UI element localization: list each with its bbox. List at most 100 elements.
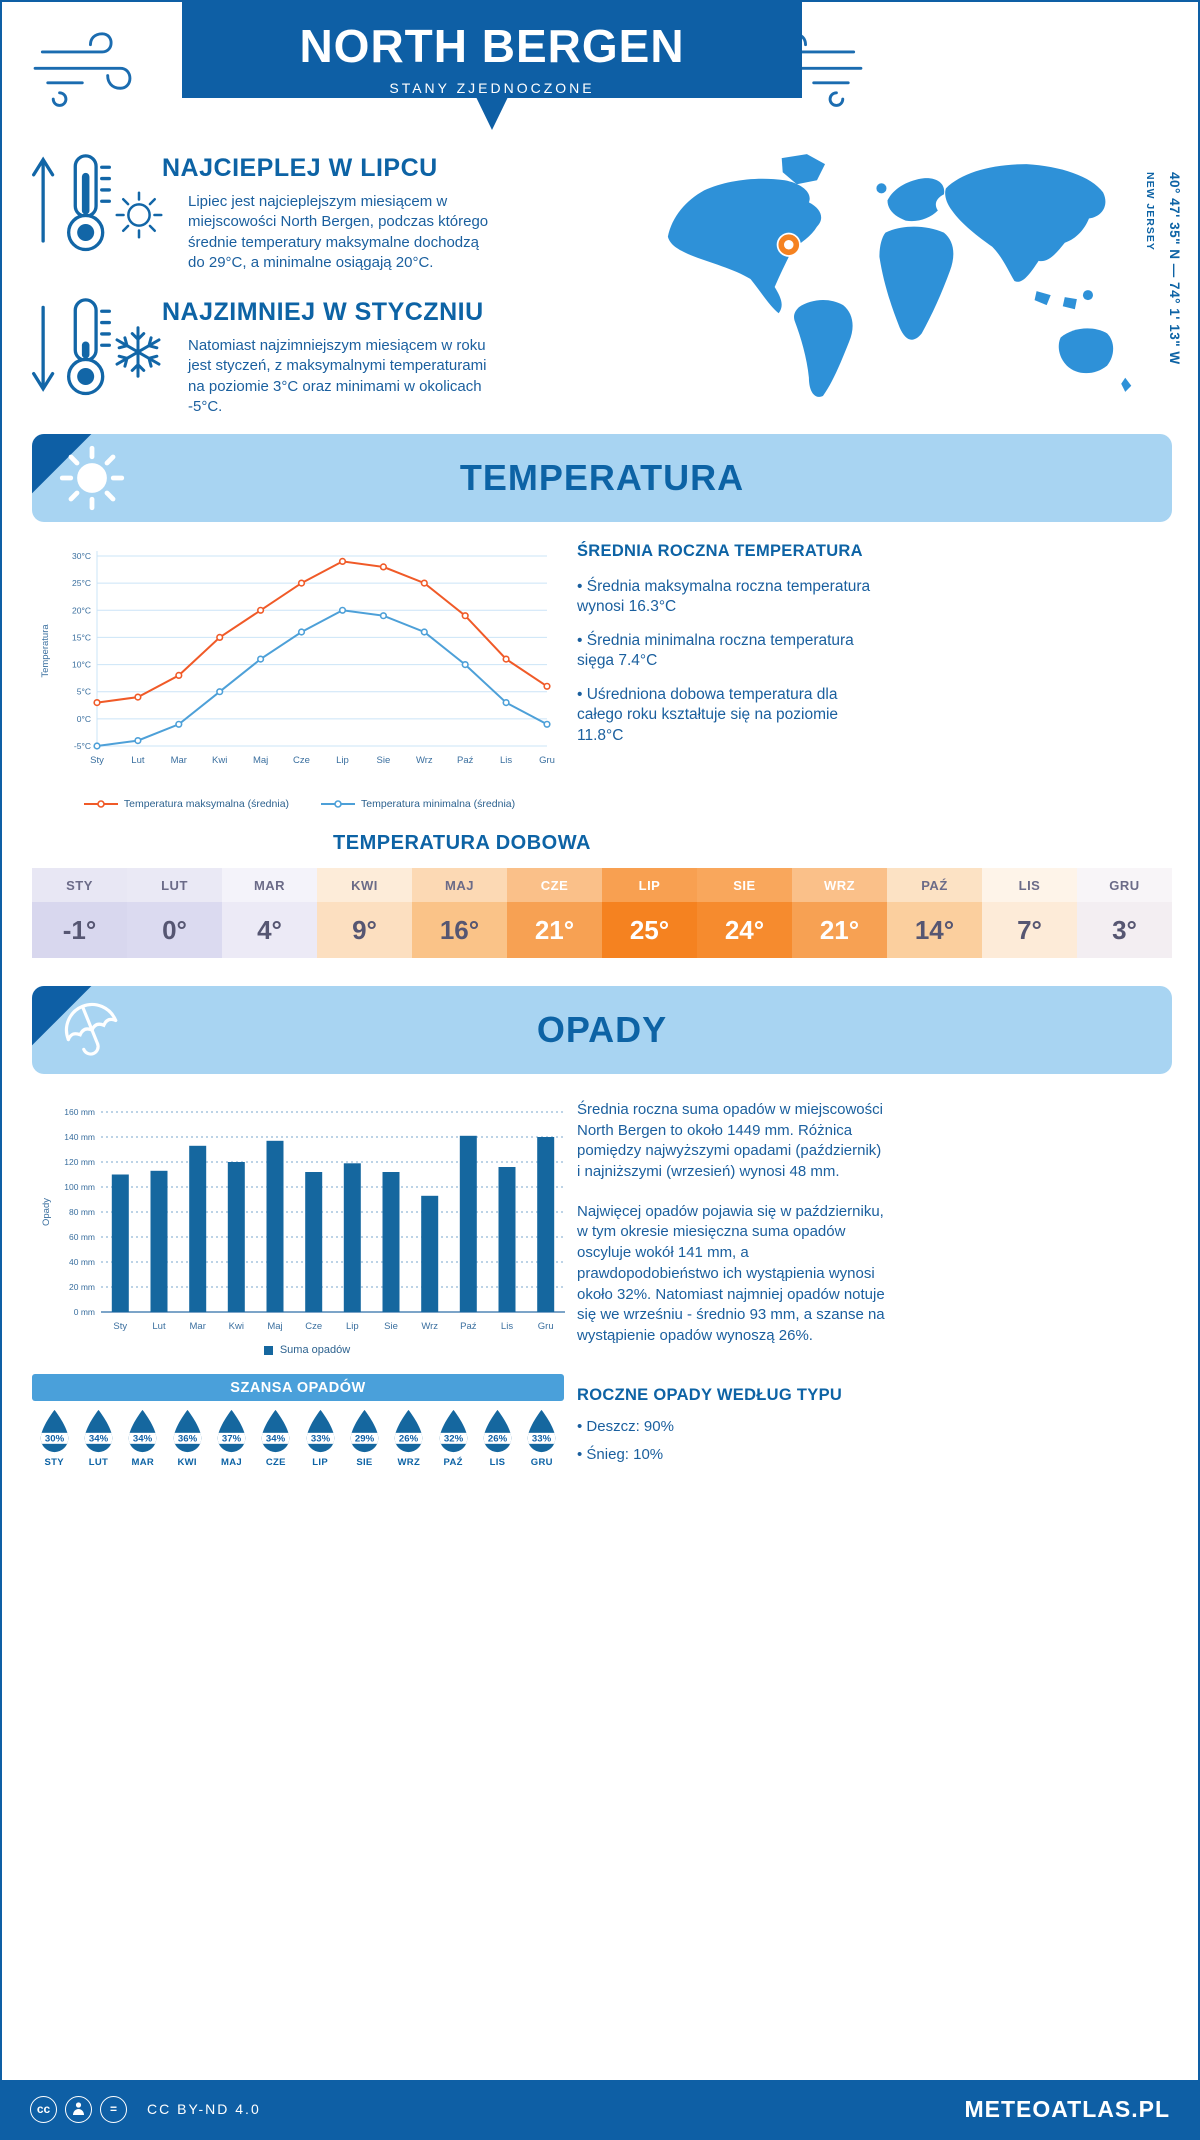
daily-temp-month: LUT [127, 868, 222, 902]
chance-droplet: 32% PAŹ [431, 1408, 475, 1468]
svg-text:33%: 33% [532, 1434, 552, 1445]
daily-temp-value: 9° [317, 902, 412, 958]
daily-temp-value: -1° [32, 902, 127, 958]
svg-text:34%: 34% [266, 1434, 286, 1445]
svg-text:120 mm: 120 mm [64, 1157, 95, 1167]
annual-temperature-block: ŚREDNIA ROCZNA TEMPERATURA • Średnia mak… [577, 542, 879, 759]
daily-temp-month: STY [32, 868, 127, 902]
daily-temp-month: LIP [602, 868, 697, 902]
svg-text:Mar: Mar [171, 755, 187, 766]
svg-text:-5°C: -5°C [74, 741, 91, 751]
svg-text:Maj: Maj [267, 1321, 282, 1332]
daily-temp-header-row: STY LUT MAR KWI MAJ CZE LIP SIE WRZ PAŹ LIS GRU [32, 868, 1172, 902]
svg-text:60 mm: 60 mm [69, 1232, 95, 1242]
precip-legend-label: Suma opadów [279, 1344, 351, 1356]
chance-droplet: 30% STY [32, 1408, 76, 1468]
legend-line-icon [321, 800, 356, 808]
droplet-month-label: MAJ [220, 1457, 242, 1468]
droplet-month-label: PAŹ [443, 1457, 463, 1468]
daily-temp-value: 14° [887, 902, 982, 958]
precipitation-chart-legend: Suma opadów [42, 1344, 572, 1356]
svg-text:26%: 26% [399, 1434, 419, 1445]
legend-line-icon [83, 800, 118, 808]
annual-temp-bullet: • Średnia maksymalna roczna temperatura … [577, 578, 871, 616]
svg-text:Kwi: Kwi [212, 755, 227, 766]
droplet-icon: 36% [173, 1409, 201, 1453]
coldest-heading: NAJZIMNIEJ W STYCZNIU [162, 298, 484, 326]
snowflake-icon [115, 326, 161, 378]
svg-text:Kwi: Kwi [229, 1321, 244, 1332]
sun-icon [115, 191, 163, 239]
daily-temp-value-row: -1° 0° 4° 9° 16° 21° 25° 24° 21° 14° 7° 3° [32, 902, 1172, 958]
page-subtitle: STANY ZJEDNOCZONE [389, 80, 595, 96]
warmest-heading: NAJCIEPLEJ W LIPCU [162, 154, 438, 182]
svg-text:32%: 32% [443, 1434, 463, 1445]
location-marker [776, 232, 801, 257]
droplet-month-label: LUT [88, 1457, 109, 1468]
svg-text:25°C: 25°C [72, 578, 91, 588]
svg-text:Sty: Sty [113, 1321, 127, 1332]
svg-text:Maj: Maj [253, 755, 268, 766]
chance-droplet: 26% WRZ [387, 1408, 431, 1468]
svg-text:Paź: Paź [460, 1321, 477, 1332]
world-map [667, 154, 1132, 397]
svg-text:Lip: Lip [336, 755, 349, 766]
droplet-month-label: KWI [177, 1457, 197, 1468]
droplet-month-label: MAR [131, 1457, 155, 1468]
footer-bar: cc = CC BY-ND 4.0 METEOATLAS.PL [2, 2080, 1198, 2138]
svg-text:Gru: Gru [539, 755, 555, 766]
daily-temp-month: CZE [507, 868, 602, 902]
svg-text:36%: 36% [178, 1434, 198, 1445]
droplet-icon: 33% [528, 1409, 556, 1453]
daily-temp-month: MAR [222, 868, 317, 902]
svg-text:Cze: Cze [293, 755, 310, 766]
svg-text:Temperatura: Temperatura [40, 624, 51, 678]
svg-text:Lis: Lis [500, 755, 512, 766]
chance-droplet: 33% LIP [298, 1408, 342, 1468]
droplet-month-label: LIP [312, 1457, 328, 1468]
thermometer-cold-icon [32, 298, 111, 396]
svg-text:Lut: Lut [131, 755, 145, 766]
daily-temp-month: MAJ [412, 868, 507, 902]
thermometer-warm-icon [32, 154, 111, 252]
precipitation-section-title: OPADY [536, 1009, 668, 1050]
svg-text:15°C: 15°C [72, 632, 91, 642]
droplet-month-label: WRZ [397, 1457, 421, 1468]
legend-label: Temperatura maksymalna (średnia) [123, 798, 290, 810]
brand-label[interactable]: METEOATLAS.PL [964, 2095, 1170, 2122]
daily-temp-heading: TEMPERATURA DOBOWA [333, 832, 591, 854]
temperature-section-title: TEMPERATURA [459, 457, 745, 498]
daily-temp-month: LIS [982, 868, 1077, 902]
temperature-line-chart: Temperatura 30°C 25°C 20°C 15°C 10°C 5°C 0°C -5°… [37, 542, 562, 794]
chance-droplet: 33% GRU [520, 1408, 564, 1468]
header-banner: NORTH BERGEN STANY ZJEDNOCZONE [182, 2, 802, 130]
svg-text:Lip: Lip [346, 1321, 359, 1332]
svg-text:34%: 34% [89, 1434, 109, 1445]
daily-temp-month: PAŹ [887, 868, 982, 902]
svg-text:Sie: Sie [377, 755, 391, 766]
daily-temp-month: GRU [1077, 868, 1172, 902]
cc-nd-icon[interactable]: = [100, 2095, 127, 2123]
coldest-text: Natomiast najzimniejszym miesiącem w rok… [188, 337, 487, 416]
svg-text:140 mm: 140 mm [64, 1132, 95, 1142]
droplet-icon: 34% [84, 1409, 113, 1453]
svg-text:Wrz: Wrz [416, 755, 433, 766]
license-label: CC BY-ND 4.0 [147, 2101, 261, 2117]
precipitation-text-block: Średnia roczna suma opadów w miejscowośc… [577, 1100, 885, 1366]
temperature-section-banner: TEMPERATURA [32, 434, 1172, 522]
svg-text:0 mm: 0 mm [74, 1307, 95, 1317]
droplet-month-label: LIS [489, 1457, 506, 1468]
precipitation-bar-chart: Opady 160 mm 140 mm 120 mm 100 mm 80 mm 60 mm 4… [37, 1096, 582, 1358]
svg-text:100 mm: 100 mm [64, 1182, 95, 1192]
precip-type-bullet: • Deszcz: 90% [577, 1418, 674, 1435]
cc-icon[interactable]: cc [30, 2095, 57, 2123]
cc-attribution-icon[interactable] [65, 2095, 92, 2123]
svg-text:33%: 33% [311, 1434, 331, 1445]
svg-text:20°C: 20°C [72, 605, 91, 615]
svg-text:29%: 29% [355, 1434, 375, 1445]
droplet-month-label: STY [44, 1457, 64, 1468]
precip-types-block: ROCZNE OPADY WEDŁUG TYPU • Deszcz: 90% • … [577, 1386, 877, 1473]
daily-temp-value: 25° [602, 902, 697, 958]
svg-text:26%: 26% [488, 1434, 508, 1445]
